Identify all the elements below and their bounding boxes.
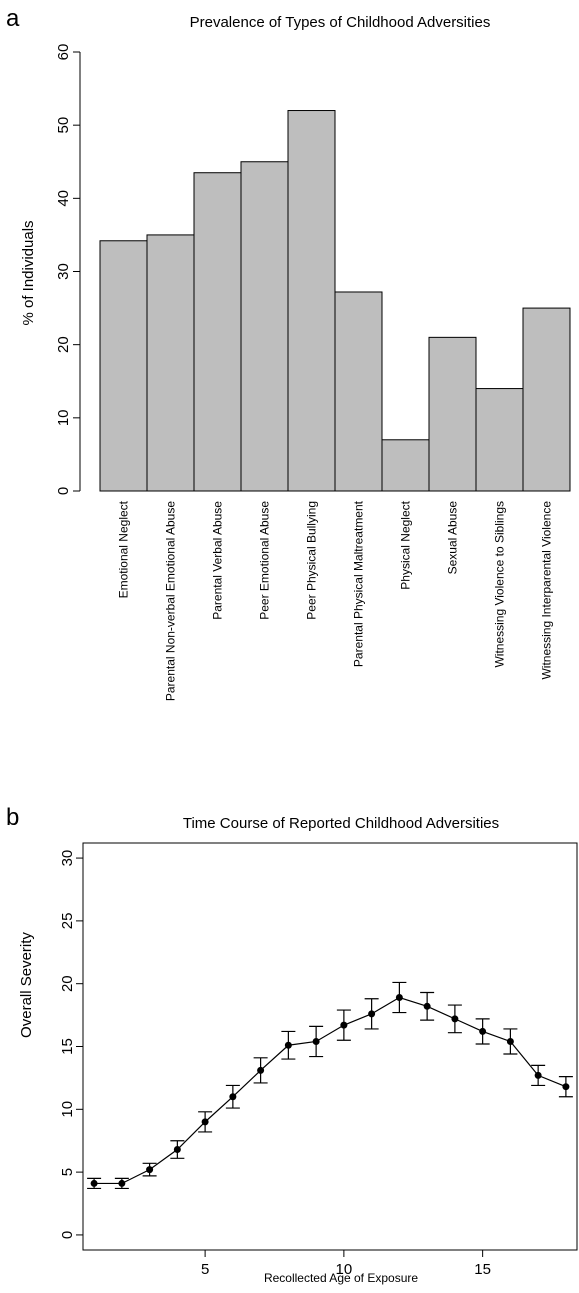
chart-b-x-tick-label: 15 xyxy=(474,1261,491,1278)
chart-b-y-tick-label: 10 xyxy=(59,1101,76,1118)
data-point xyxy=(423,1002,431,1010)
chart-a-title: Prevalence of Types of Childhood Adversi… xyxy=(190,14,491,31)
data-point xyxy=(229,1093,237,1101)
bar xyxy=(240,161,289,492)
category-label: Witnessing Interparental Violence xyxy=(540,501,554,680)
data-point xyxy=(534,1071,542,1079)
chart-b-y-tick-label: 25 xyxy=(59,913,76,930)
data-point xyxy=(340,1021,348,1029)
category-label: Witnessing Violence to Siblings xyxy=(493,501,507,668)
chart-b-y-tick-label: 5 xyxy=(59,1168,76,1176)
chart-a-y-tick-label: 20 xyxy=(55,336,72,353)
chart-b-y-tick-label: 15 xyxy=(59,1038,76,1055)
line-chart-time-course: Time Course of Reported Childhood Advers… xyxy=(18,815,578,1285)
category-label: Sexual Abuse xyxy=(446,501,460,575)
data-point xyxy=(479,1027,487,1035)
series-line xyxy=(94,996,567,1185)
data-point xyxy=(257,1066,265,1074)
panel-b-letter: b xyxy=(6,804,19,831)
bar xyxy=(475,388,524,492)
category-label: Parental Physical Maltreatment xyxy=(352,500,366,667)
bar xyxy=(334,291,383,492)
data-point xyxy=(395,994,403,1002)
chart-a-y-tick-label: 60 xyxy=(55,44,72,61)
chart-b-x-tick-label: 10 xyxy=(336,1261,353,1278)
data-point xyxy=(146,1166,154,1174)
data-point xyxy=(201,1118,209,1126)
bar xyxy=(287,110,336,492)
chart-a-y-tick-label: 50 xyxy=(55,117,72,134)
chart-b-title: Time Course of Reported Childhood Advers… xyxy=(183,815,499,832)
category-label: Physical Neglect xyxy=(399,500,413,589)
category-label: Parental Verbal Abuse xyxy=(211,501,225,620)
data-point xyxy=(368,1010,376,1018)
bar xyxy=(99,240,148,492)
bar xyxy=(146,234,195,492)
data-point xyxy=(173,1146,181,1154)
category-label: Parental Non-verbal Emotional Abuse xyxy=(164,501,178,701)
data-point xyxy=(506,1037,514,1045)
chart-a-y-tick-label: 0 xyxy=(55,487,72,495)
category-label: Peer Emotional Abuse xyxy=(258,501,272,620)
bar xyxy=(381,439,430,492)
chart-a-y-tick-label: 40 xyxy=(55,190,72,207)
bar xyxy=(522,307,571,492)
chart-b-x-tick-label: 5 xyxy=(201,1261,209,1278)
data-point xyxy=(562,1083,570,1091)
chart-b-y-tick-label: 30 xyxy=(59,850,76,867)
chart-a-ylabel: % of Individuals xyxy=(20,220,37,325)
chart-b-xlabel: Recollected Age of Exposure xyxy=(264,1271,418,1285)
bar xyxy=(428,336,477,492)
chart-b-y-tick-label: 0 xyxy=(59,1231,76,1239)
panel-a-letter: a xyxy=(6,5,20,32)
bar xyxy=(193,172,242,492)
chart-b-ylabel: Overall Severity xyxy=(18,932,35,1038)
category-label: Emotional Neglect xyxy=(117,500,131,598)
data-point xyxy=(312,1037,320,1045)
data-point xyxy=(90,1179,98,1187)
chart-a-y-tick-label: 30 xyxy=(55,263,72,280)
bar-chart-prevalence: Prevalence of Types of Childhood Adversi… xyxy=(20,14,571,701)
chart-b-y-tick-label: 20 xyxy=(59,975,76,992)
data-point xyxy=(451,1015,459,1023)
category-label: Peer Physical Bullying xyxy=(305,501,319,620)
chart-b-frame xyxy=(82,842,578,1251)
chart-a-y-tick-label: 10 xyxy=(55,409,72,426)
data-point xyxy=(284,1041,292,1049)
data-point xyxy=(118,1179,126,1187)
